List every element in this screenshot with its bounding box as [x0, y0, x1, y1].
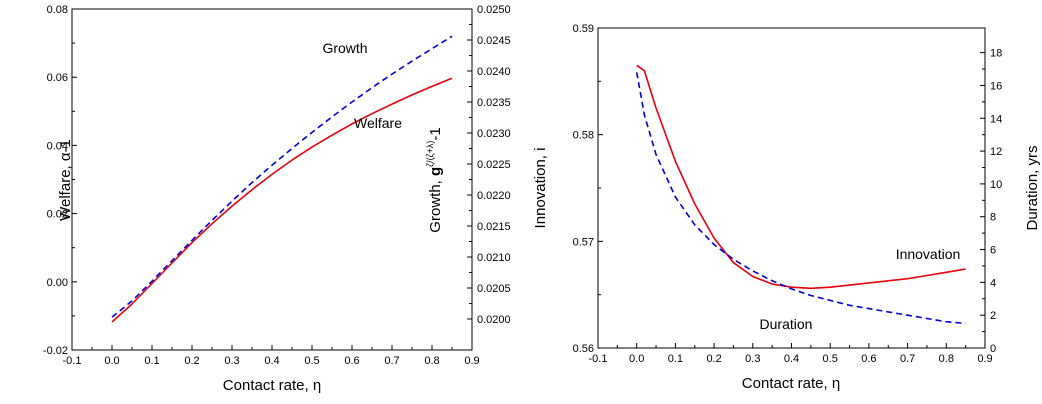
growth-annotation: Growth: [322, 40, 367, 56]
x-tick-label: 0.0: [104, 355, 119, 367]
y-right-tick-label: 0.0245: [477, 35, 511, 47]
x-tick-label: 0.9: [977, 353, 992, 365]
x-tick-label: 0.0: [629, 353, 644, 365]
y-right-tick-label: 8: [990, 212, 996, 224]
y-right-tick-label: 14: [990, 113, 1002, 125]
y-axis-right-label-exponent: ζ/(ζ+λ): [425, 141, 435, 167]
y-axis-left-label: Welfare, α-1: [57, 139, 74, 221]
y-right-tick-label: 0.0210: [477, 252, 511, 264]
duration-line: [635, 72, 966, 325]
x-tick-label: -0.1: [589, 353, 608, 365]
x-tick-label: 0.1: [144, 355, 159, 367]
welfare-annotation: Welfare: [354, 115, 402, 131]
y-axis-left-label: Innovation, i: [532, 148, 549, 229]
series-lines: [635, 64, 966, 325]
y-right-tick-label: 0.0240: [477, 66, 511, 78]
y-right-tick-label: 0.0235: [477, 97, 511, 109]
innovation-line: [636, 64, 966, 290]
welfare-growth-chart: -0.1 0.0 0.1 0.2 0.3 0.4 0.5 0.6 0.7 0.8 0.9 -0.02…: [43, 4, 511, 394]
y-right-tick-label: 6: [990, 245, 996, 257]
y-axis-left-ticks: -0.02 0.00 0.02 0.04 0.06 0.08: [43, 4, 77, 357]
x-tick-label: 0.6: [861, 353, 876, 365]
x-tick-label: 0.5: [304, 355, 319, 367]
innovation-duration-chart: -0.1 0.0 0.1 0.2 0.3 0.4 0.5 0.6 0.7 0.8 0.9 0.560…: [532, 23, 1041, 392]
x-tick-label: 0.2: [184, 355, 199, 367]
x-tick-label: 0.9: [464, 355, 479, 367]
y-right-tick-label: 4: [990, 277, 996, 289]
y-right-tick-label: 0.0205: [477, 283, 511, 295]
y-left-tick-label: 0.08: [47, 4, 68, 16]
innovation-annotation: Innovation: [896, 246, 961, 262]
x-tick-label: 0.5: [823, 353, 838, 365]
x-tick-label: 0.7: [384, 355, 399, 367]
x-tick-label: 0.8: [424, 355, 439, 367]
x-tick-label: 0.7: [900, 353, 915, 365]
series-lines: [111, 35, 453, 323]
y-right-tick-label: 16: [990, 80, 1002, 92]
y-axis-right-ticks: 0 2 4 6 8 10 12 14 16 18: [980, 48, 1002, 355]
y-right-tick-label: 0.0220: [477, 190, 511, 202]
y-axis-right-label: Duration, yrs: [1024, 145, 1041, 230]
y-left-tick-label: 0.04: [47, 140, 68, 152]
x-axis-label: Contact rate, η: [223, 377, 321, 394]
x-tick-label: 0.3: [745, 353, 760, 365]
welfare-line: [111, 77, 453, 323]
y-axis-right-label-suffix: -1: [427, 127, 444, 140]
x-axis-ticks: -0.1 0.0 0.1 0.2 0.3 0.4 0.5 0.6 0.7 0.8 0.9: [63, 345, 480, 367]
duration-annotation: Duration: [760, 316, 813, 332]
y-left-tick-label: 0.00: [47, 277, 68, 289]
x-tick-label: 0.3: [224, 355, 239, 367]
y-left-tick-label: 0.06: [47, 72, 68, 84]
x-tick-label: 0.6: [344, 355, 359, 367]
y-left-tick-label: -0.02: [43, 345, 68, 357]
y-right-tick-label: 0.0225: [477, 159, 511, 171]
y-right-tick-label: 0: [990, 343, 996, 355]
y-axis-right-label: Growth, gζ/(ζ+λ)-1: [425, 127, 444, 232]
y-axis-left-ticks: 0.56 0.57 0.58 0.59: [573, 23, 603, 355]
y-axis-right-label-base: g: [427, 167, 444, 176]
y-axis-right-ticks: 0.0200 0.0205 0.0210 0.0215 0.0220 0.0225 0.02…: [467, 4, 511, 326]
y-right-tick-label: 12: [990, 146, 1002, 158]
y-left-tick-label: 0.02: [47, 209, 68, 221]
y-right-tick-label: 0.0250: [477, 4, 511, 16]
plot-frame: [597, 27, 986, 349]
growth-line: [111, 35, 453, 318]
x-tick-label: 0.2: [706, 353, 721, 365]
y-left-tick-label: 0.57: [573, 236, 594, 248]
x-tick-label: -0.1: [63, 355, 82, 367]
y-left-tick-label: 0.58: [573, 130, 594, 142]
x-tick-label: 0.4: [264, 355, 279, 367]
x-tick-label: 0.4: [784, 353, 799, 365]
y-axis-right-label-prefix: Growth,: [427, 176, 444, 233]
y-right-tick-label: 10: [990, 179, 1002, 191]
y-right-tick-label: 0.0215: [477, 221, 511, 233]
y-right-tick-label: 0.0200: [477, 314, 511, 326]
y-left-tick-label: 0.59: [573, 23, 594, 35]
x-axis-label: Contact rate, η: [742, 375, 840, 392]
x-tick-label: 0.8: [939, 353, 954, 365]
y-left-tick-label: 0.56: [573, 343, 594, 355]
y-right-tick-label: 0.0230: [477, 128, 511, 140]
plot-frame: [71, 8, 473, 351]
y-right-tick-label: 18: [990, 48, 1002, 60]
y-right-tick-label: 2: [990, 310, 996, 322]
x-axis-ticks: -0.1 0.0 0.1 0.2 0.3 0.4 0.5 0.6 0.7 0.8 0.9: [589, 343, 993, 365]
x-tick-label: 0.1: [668, 353, 683, 365]
